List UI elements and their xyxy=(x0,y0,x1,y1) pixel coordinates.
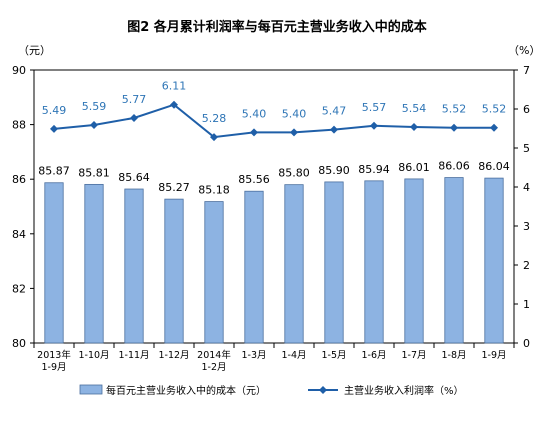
x-tick-label: 1-9月 xyxy=(41,362,66,373)
line-point xyxy=(90,120,98,129)
x-tick-label: 1-7月 xyxy=(401,350,426,361)
x-tick-label: 1-2月 xyxy=(201,362,226,373)
x-tick-label: 1-3月 xyxy=(241,350,266,361)
y-right-tick-label: 1 xyxy=(523,298,530,311)
x-tick-label: 1-10月 xyxy=(78,350,109,361)
y-left-tick-label: 84 xyxy=(12,228,26,241)
line-point xyxy=(450,123,458,132)
bar xyxy=(484,177,504,344)
y-right-tick-label: 3 xyxy=(523,220,530,233)
bar xyxy=(404,178,424,344)
line-point xyxy=(130,113,138,122)
y-left-tick-label: 86 xyxy=(12,173,26,186)
legend-line-marker xyxy=(319,386,327,394)
bar-data-label: 85.27 xyxy=(158,181,190,194)
bar-data-label: 85.18 xyxy=(198,184,230,197)
line-series xyxy=(53,103,494,139)
bar xyxy=(324,181,344,344)
bar xyxy=(44,182,64,344)
line-point xyxy=(210,133,218,142)
bar xyxy=(84,183,104,344)
line-data-label: 5.40 xyxy=(242,107,267,120)
line-point xyxy=(410,122,418,131)
bar xyxy=(164,198,184,344)
x-tick-label: 1-11月 xyxy=(118,350,149,361)
y-left-tick-label: 90 xyxy=(12,64,26,77)
line-point xyxy=(250,128,258,137)
line-point xyxy=(490,123,498,132)
y-right-tick-label: 7 xyxy=(523,64,530,77)
line-data-label: 5.77 xyxy=(122,93,147,106)
bar-data-label: 85.81 xyxy=(78,166,110,179)
line-data-label: 5.47 xyxy=(322,105,347,118)
line-data-label: 5.52 xyxy=(482,103,507,116)
bar-data-label: 85.80 xyxy=(278,167,310,180)
y-right-tick-label: 0 xyxy=(523,337,530,350)
y-left-tick-label: 80 xyxy=(12,337,26,350)
line-data-label: 5.40 xyxy=(282,107,307,120)
line-data-label: 5.28 xyxy=(202,112,227,125)
bar-data-label: 85.90 xyxy=(318,164,350,177)
y-right-tick-label: 6 xyxy=(523,103,530,116)
bar xyxy=(244,190,264,344)
line-data-label: 6.11 xyxy=(162,80,187,93)
y-right-tick-label: 5 xyxy=(523,142,530,155)
x-tick-label: 1-9月 xyxy=(481,350,506,361)
line-point xyxy=(290,128,298,137)
x-tick-label: 1-4月 xyxy=(281,350,306,361)
line-point xyxy=(50,124,58,133)
bar-data-label: 86.06 xyxy=(438,160,470,173)
bar-data-label: 85.56 xyxy=(238,173,270,186)
line-point xyxy=(330,125,338,134)
bar xyxy=(364,180,384,344)
bar-data-label: 86.01 xyxy=(398,161,430,174)
bar xyxy=(284,184,304,344)
x-tick-label: 1-5月 xyxy=(321,350,346,361)
line-point xyxy=(370,121,378,130)
line-data-label: 5.52 xyxy=(442,103,467,116)
bar xyxy=(124,188,144,344)
legend-bar-swatch xyxy=(79,384,103,395)
y-right-axis-label: （%） xyxy=(508,44,540,57)
line-data-label: 5.59 xyxy=(82,100,107,113)
y-left-axis-label: （元） xyxy=(18,44,51,57)
bar-data-label: 85.87 xyxy=(38,165,70,178)
y-left-tick-label: 82 xyxy=(12,282,26,295)
x-tick-label: 2013年 xyxy=(37,349,71,361)
legend-line-label: 主营业务收入利润率（%） xyxy=(344,384,464,397)
bar-data-label: 85.94 xyxy=(358,163,390,176)
bar-data-label: 86.04 xyxy=(478,160,510,173)
line-data-label: 5.49 xyxy=(42,104,67,117)
chart-title: 图2 各月累计利润率与每百元主营业务收入中的成本 xyxy=(127,20,427,35)
x-tick-label: 1-6月 xyxy=(361,350,386,361)
y-left-tick-label: 88 xyxy=(12,119,26,132)
line-data-label: 5.57 xyxy=(362,101,387,114)
bar-data-label: 85.64 xyxy=(118,171,150,184)
x-tick-label: 1-12月 xyxy=(158,350,189,361)
x-tick-label: 1-8月 xyxy=(441,350,466,361)
line-point xyxy=(170,100,178,109)
line-data-label: 5.54 xyxy=(402,102,427,115)
y-right-tick-label: 2 xyxy=(523,259,530,272)
bar xyxy=(204,201,224,344)
x-tick-label: 2014年 xyxy=(197,349,231,361)
bar xyxy=(444,177,464,344)
legend-bar-label: 每百元主营业务收入中的成本（元） xyxy=(106,384,266,397)
y-right-tick-label: 4 xyxy=(523,181,530,194)
